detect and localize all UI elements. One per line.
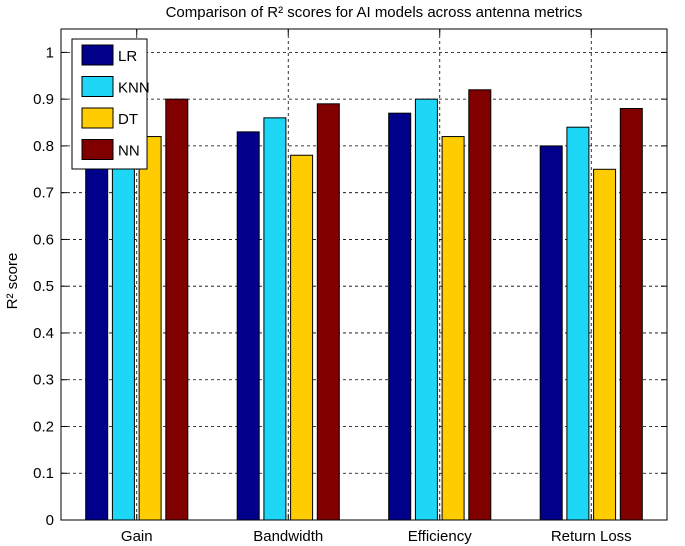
y-tick-label: 0.8 — [33, 138, 54, 155]
chart-title: Comparison of R² scores for AI models ac… — [166, 4, 583, 21]
y-tick-label: 0.3 — [33, 372, 54, 389]
legend-label-nn: NN — [118, 143, 140, 160]
legend-swatch-lr — [81, 44, 114, 66]
bar-knn-return-loss — [566, 126, 590, 521]
axes — [60, 28, 668, 521]
bar-nn-efficiency — [468, 89, 492, 521]
bar-dt-return-loss — [593, 168, 617, 521]
bar-knn-efficiency — [414, 98, 438, 521]
bar-nn-return-loss — [619, 107, 643, 521]
bar-lr-gain — [85, 122, 109, 521]
y-tick-label: 1 — [46, 44, 54, 61]
bar-nn-gain — [165, 98, 189, 521]
legend-label-knn: KNN — [118, 80, 150, 97]
legend-swatch-knn — [81, 76, 114, 97]
bar-nn-bandwidth — [316, 103, 340, 521]
bar-lr-efficiency — [388, 112, 412, 521]
legend-swatch-dt — [81, 107, 114, 129]
tick-labels: 0 0.1 0.2 0.3 0.4 0.5 0.6 0.7 0.8 0.9 1 Gain Bandwid… — [33, 44, 632, 545]
y-tick-label: 0.1 — [33, 465, 54, 482]
y-tick-label: 0.4 — [33, 325, 54, 342]
bar-dt-gain — [138, 136, 162, 521]
grid-lines — [61, 29, 667, 520]
bar-lr-return-loss — [539, 145, 563, 521]
legend-label-lr: LR — [118, 48, 137, 65]
bar-lr-bandwidth — [236, 131, 260, 521]
legend: LR KNN DT NN — [71, 38, 150, 170]
x-tick-label: Efficiency — [408, 528, 472, 545]
plot-frame — [60, 28, 668, 521]
bar-knn-gain — [111, 107, 135, 521]
y-tick-label: 0 — [46, 512, 54, 529]
y-tick-label: 0.2 — [33, 418, 54, 435]
bar-knn-bandwidth — [263, 117, 287, 521]
bar-dt-efficiency — [441, 136, 465, 521]
legend-label-dt: DT — [118, 111, 138, 128]
y-axis-label: R² score — [4, 253, 21, 310]
y-tick-label: 0.5 — [33, 278, 54, 295]
x-tick-label: Gain — [121, 528, 153, 545]
y-tick-label: 0.6 — [33, 231, 54, 248]
x-tick-label: Bandwidth — [253, 528, 323, 545]
bar-dt-bandwidth — [290, 154, 314, 521]
y-tick-label: 0.7 — [33, 185, 54, 202]
bars — [85, 89, 643, 521]
y-tick-label: 0.9 — [33, 91, 54, 108]
x-tick-label: Return Loss — [551, 528, 632, 545]
legend-swatch-nn — [81, 139, 114, 160]
